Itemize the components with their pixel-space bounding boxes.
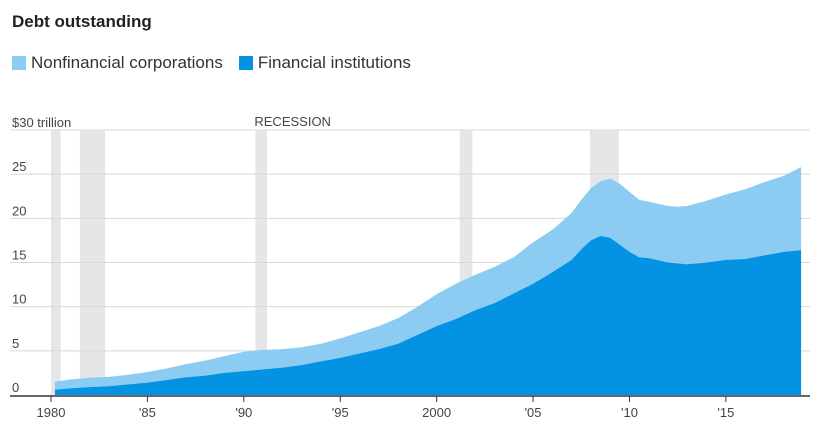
x-tick-label: '05 bbox=[525, 405, 542, 420]
y-tick-label: 25 bbox=[12, 159, 26, 174]
x-tick-label: '15 bbox=[717, 405, 734, 420]
areas bbox=[54, 167, 802, 395]
x-tick-label: 1980 bbox=[37, 405, 66, 420]
legend-swatch-nonfinancial bbox=[12, 56, 26, 70]
y-tick-label: 15 bbox=[12, 248, 26, 263]
legend-swatch-financial bbox=[238, 56, 253, 70]
x-tick-label: '95 bbox=[332, 405, 349, 420]
legend-label-nonfinancial: Nonfinancial corporations bbox=[31, 53, 223, 72]
legend-item-nonfinancial: Nonfinancial corporations bbox=[12, 53, 223, 73]
legend-item-financial: Financial institutions bbox=[238, 53, 411, 73]
axes bbox=[10, 395, 810, 402]
y-tick-label: 20 bbox=[12, 203, 26, 218]
y-tick-label: 5 bbox=[12, 336, 19, 351]
y-tick-label: 10 bbox=[12, 292, 26, 307]
chart-title: Debt outstanding bbox=[12, 12, 152, 31]
recession-label: RECESSION bbox=[254, 114, 331, 129]
area-financial-institutions bbox=[54, 236, 802, 395]
labels: $30 trillion 25 20 15 10 5 0 1980 '85 '90 '95 2000 '… bbox=[12, 114, 734, 420]
y-tick-label: 0 bbox=[12, 380, 19, 395]
area-nonfinancial-corporations bbox=[54, 167, 802, 390]
y-tick-label: $30 trillion bbox=[12, 115, 71, 130]
x-tick-label: '85 bbox=[139, 405, 156, 420]
x-tick-label: 2000 bbox=[422, 405, 451, 420]
x-tick-label: '90 bbox=[235, 405, 252, 420]
chart-legend: Nonfinancial corporations Financial inst… bbox=[12, 53, 427, 73]
legend-label-financial: Financial institutions bbox=[257, 53, 411, 72]
x-tick-label: '10 bbox=[621, 405, 638, 420]
